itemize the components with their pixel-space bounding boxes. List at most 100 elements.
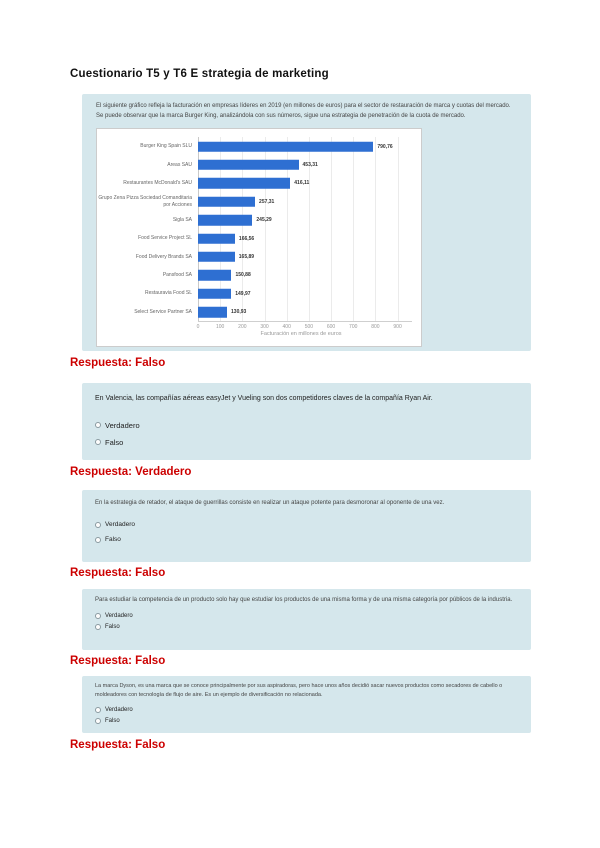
x-tick-label: 200 <box>238 324 247 331</box>
question-4-options: Verdadero Falso <box>95 613 518 630</box>
bar-track: 130,93 <box>198 303 412 321</box>
bar <box>198 214 253 226</box>
chart-row: Pansfood SA 150,88 <box>97 266 421 284</box>
bar <box>198 270 232 281</box>
x-tick-label: 0 <box>196 324 200 331</box>
question-4-text: Para estudiar la competencia de un produ… <box>95 597 513 603</box>
question-block-5: La marca Dyson, es una marca que se cono… <box>82 676 531 733</box>
bar-track: 165,89 <box>198 248 412 266</box>
option-label: Falso <box>105 624 120 630</box>
x-tick-label: 900 <box>393 324 402 331</box>
option-verdadero[interactable]: Verdadero <box>95 521 518 528</box>
radio-button[interactable] <box>95 536 101 543</box>
bar-track: 790,76 <box>198 137 412 155</box>
gridline <box>397 137 399 322</box>
bar <box>198 233 235 244</box>
chart-row: Select Service Partner SA 130,93 <box>97 303 421 321</box>
question-5-options: Verdadero Falso <box>95 706 518 724</box>
category-label: Food Delivery Brands SA <box>135 253 192 260</box>
option-falso[interactable]: Falso <box>95 438 518 447</box>
option-label: Verdadero <box>105 521 135 528</box>
answer-heading-2: Respuesta: Verdadero <box>70 466 192 478</box>
x-tick-label: 100 <box>216 324 225 331</box>
answer-heading-1: Respuesta: Falso <box>70 357 166 369</box>
gridline <box>375 137 377 322</box>
chart-row: Restauravia Food SL 149,97 <box>97 285 421 303</box>
question-block-2: En Valencia, las compañías aéreas easyJe… <box>82 383 531 460</box>
radio-button[interactable] <box>95 439 101 445</box>
chart-rows: Burger King Spain SLU 790,76 Areas SAU 453,… <box>97 137 421 321</box>
bar-track: 166,56 <box>198 229 412 247</box>
question-block-3: En la estrategia de retador, el ataque d… <box>82 490 531 562</box>
bar-value-label: 453,31 <box>302 161 318 168</box>
question-block-4: Para estudiar la competencia de un produ… <box>82 589 531 650</box>
answer-heading-5: Respuesta: Falso <box>70 739 166 751</box>
radio-button[interactable] <box>95 422 101 428</box>
bar-value-label: 149,97 <box>235 290 251 297</box>
option-label: Falso <box>105 437 124 447</box>
bar-track: 149,97 <box>198 285 412 303</box>
gridline <box>353 137 355 322</box>
bar <box>198 141 374 152</box>
option-falso[interactable]: Falso <box>95 536 518 543</box>
bar-value-label: 130,93 <box>231 309 247 316</box>
option-verdadero[interactable]: Verdadero <box>95 421 518 430</box>
question-3-text: En la estrategia de retador, el ataque d… <box>95 500 445 506</box>
option-falso[interactable]: Falso <box>95 624 518 630</box>
option-label: Verdadero <box>105 706 133 713</box>
bar-value-label: 245,29 <box>256 217 272 224</box>
answer-heading-3: Respuesta: Falso <box>70 567 166 579</box>
option-label: Verdadero <box>105 420 140 430</box>
category-label: Select Service Partner SA <box>134 308 192 315</box>
option-verdadero[interactable]: Verdadero <box>95 706 518 713</box>
bar-chart: Burger King Spain SLU 790,76 Areas SAU 453,… <box>96 128 422 348</box>
category-label: Areas SAU <box>167 161 192 168</box>
bar-value-label: 166,56 <box>238 235 255 242</box>
bar-track: 257,31 <box>198 193 412 211</box>
bar-track: 453,31 <box>198 156 412 174</box>
bar-value-label: 150,88 <box>235 272 251 279</box>
question-5-text: La marca Dyson, es una marca que se cono… <box>95 683 503 698</box>
x-tick-label: 700 <box>349 324 358 331</box>
gridline <box>242 137 244 322</box>
bar <box>198 196 256 207</box>
bar-value-label: 165,89 <box>238 253 255 260</box>
radio-button[interactable] <box>95 624 101 630</box>
question-3-options: Verdadero Falso <box>95 521 518 543</box>
question-2-options: Verdadero Falso <box>95 421 518 447</box>
bar <box>198 306 228 318</box>
question-1-text: El siguiente gráfico refleja la facturac… <box>96 103 511 120</box>
bar-track: 150,88 <box>198 266 412 284</box>
chart-row: Areas SAU 453,31 <box>97 156 421 174</box>
bar-value-label: 257,31 <box>259 198 275 205</box>
question-2-text: En Valencia, las compañías aéreas easyJe… <box>95 395 433 402</box>
bar-track: 245,29 <box>198 211 412 229</box>
option-label: Falso <box>105 717 120 724</box>
x-tick-label: 600 <box>326 324 336 331</box>
radio-button[interactable] <box>95 521 101 528</box>
chart-row: Food Delivery Brands SA 165,89 <box>97 248 421 266</box>
chart-row: Food Service Project SL 166,56 <box>97 229 421 247</box>
gridline <box>286 137 288 322</box>
category-label: Restaurantes McDonald's SAU <box>123 180 192 187</box>
radio-button[interactable] <box>95 613 101 619</box>
category-label: Food Service Project SL <box>138 235 192 242</box>
chart-plot-area: Burger King Spain SLU 790,76 Areas SAU 453,… <box>97 137 421 322</box>
radio-button[interactable] <box>95 717 101 724</box>
chart-row: Sigla SA 245,29 <box>97 211 421 229</box>
gridline <box>198 137 199 322</box>
option-label: Verdadero <box>105 613 133 619</box>
x-tick-label: 800 <box>371 324 380 331</box>
category-label: Grupo Zena Pizza Sociedad Comanditaria p… <box>98 195 192 208</box>
radio-button[interactable] <box>95 706 101 713</box>
gridline <box>264 137 266 322</box>
chart-x-axis-title: Facturación en millones de euros <box>260 331 342 338</box>
option-falso[interactable]: Falso <box>95 717 518 724</box>
category-label: Sigla SA <box>172 216 192 223</box>
option-verdadero[interactable]: Verdadero <box>95 613 518 619</box>
chart-row: Burger King Spain SLU 790,76 <box>97 137 421 155</box>
bar <box>198 159 299 171</box>
category-label: Pansfood SA <box>162 272 192 279</box>
bar-value-label: 790,76 <box>377 143 393 150</box>
